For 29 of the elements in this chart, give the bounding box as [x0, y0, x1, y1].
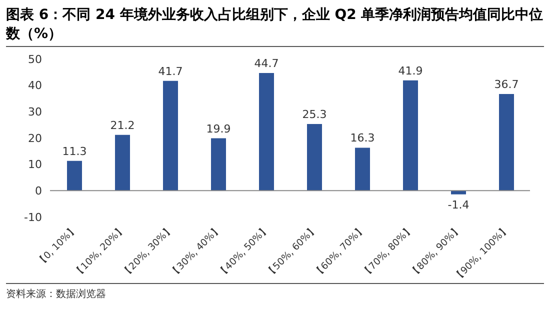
bar — [403, 80, 418, 191]
data-label: 41.9 — [398, 64, 423, 78]
data-label: -1.4 — [448, 198, 470, 212]
bar — [115, 134, 130, 191]
y-tick-label: -10 — [24, 210, 42, 224]
data-label: 41.7 — [158, 64, 183, 78]
bar — [259, 72, 274, 191]
data-label: 21.2 — [110, 118, 135, 132]
data-label: 36.7 — [494, 78, 519, 92]
y-tick-label: 10 — [28, 158, 42, 172]
y-tick-label: 20 — [28, 132, 42, 145]
y-tick-label: 30 — [28, 106, 42, 119]
data-label: 25.3 — [302, 108, 327, 122]
data-label: 16.3 — [350, 132, 375, 145]
bar — [163, 80, 178, 191]
bar — [307, 124, 322, 191]
data-label: 11.3 — [62, 144, 87, 158]
bar — [355, 148, 370, 191]
data-label: 44.7 — [254, 56, 279, 70]
data-label: 19.9 — [206, 122, 231, 136]
y-tick-label: 50 — [28, 52, 42, 66]
bar — [67, 160, 82, 191]
bar — [451, 190, 466, 194]
bar — [499, 94, 514, 191]
y-tick-label: 40 — [28, 79, 42, 92]
y-tick-label: 0 — [35, 184, 42, 198]
bar — [211, 138, 226, 191]
chart-title: 图表 6：不同 24 年境外业务收入占比组别下，企业 Q2 单季净利润预告均值同比中位数（%） — [6, 6, 544, 47]
text: 资料来源：数据浏览器 — [6, 288, 107, 301]
